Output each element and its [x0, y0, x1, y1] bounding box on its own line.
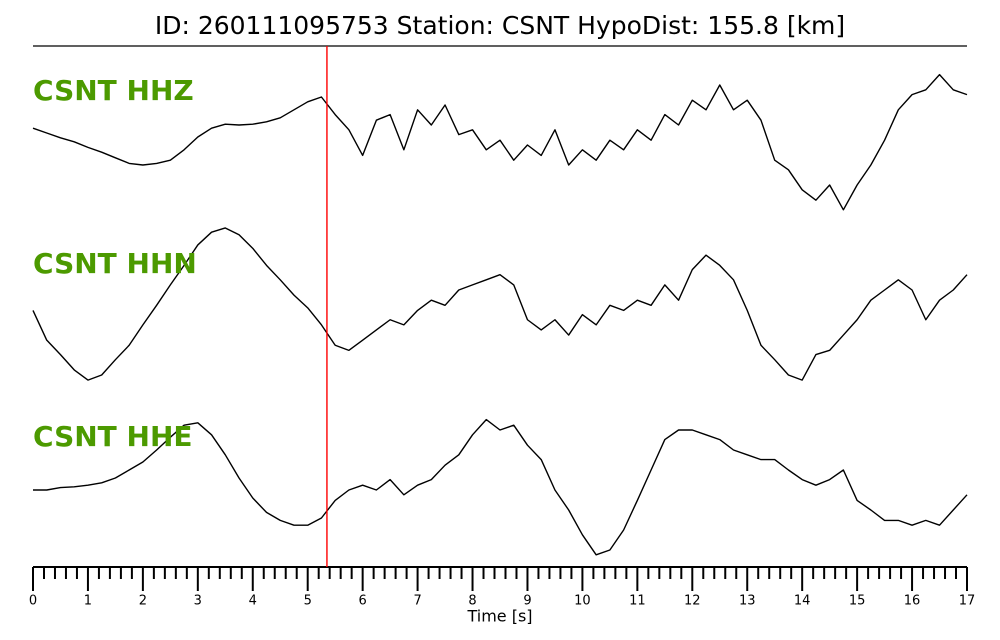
- trace: [32, 227, 968, 381]
- trace: [33, 418, 968, 556]
- x-tick-label: 13: [739, 594, 756, 609]
- trace: [32, 73, 968, 211]
- x-tick-label: 4: [249, 594, 257, 609]
- x-tick-label: 16: [904, 594, 921, 609]
- chart-title: ID: 260111095753 Station: CSNT HypoDist:…: [155, 11, 845, 40]
- x-tick-label: 11: [629, 594, 646, 609]
- x-tick-label: 0: [29, 594, 37, 609]
- x-tick-label: 17: [959, 594, 976, 609]
- x-tick-label: 3: [194, 594, 202, 609]
- x-tick-label: 5: [304, 594, 312, 609]
- x-tick-label: 7: [413, 594, 421, 609]
- x-tick-label: 9: [523, 594, 531, 609]
- x-tick-label: 10: [574, 594, 591, 609]
- trace-label: CSNT HHZ: [33, 74, 194, 107]
- x-tick-label: 8: [468, 594, 476, 609]
- x-tick-label: 6: [359, 594, 367, 609]
- x-tick-label: 2: [139, 594, 147, 609]
- x-tick-label: 12: [684, 594, 701, 609]
- trace-label: CSNT HHN: [33, 247, 197, 280]
- x-tick-label: 14: [794, 594, 811, 609]
- x-axis-label: Time [s]: [466, 607, 532, 626]
- trace-label: CSNT HHE: [33, 420, 193, 453]
- x-tick-label: 1: [84, 594, 92, 609]
- x-tick-label: 15: [849, 594, 866, 609]
